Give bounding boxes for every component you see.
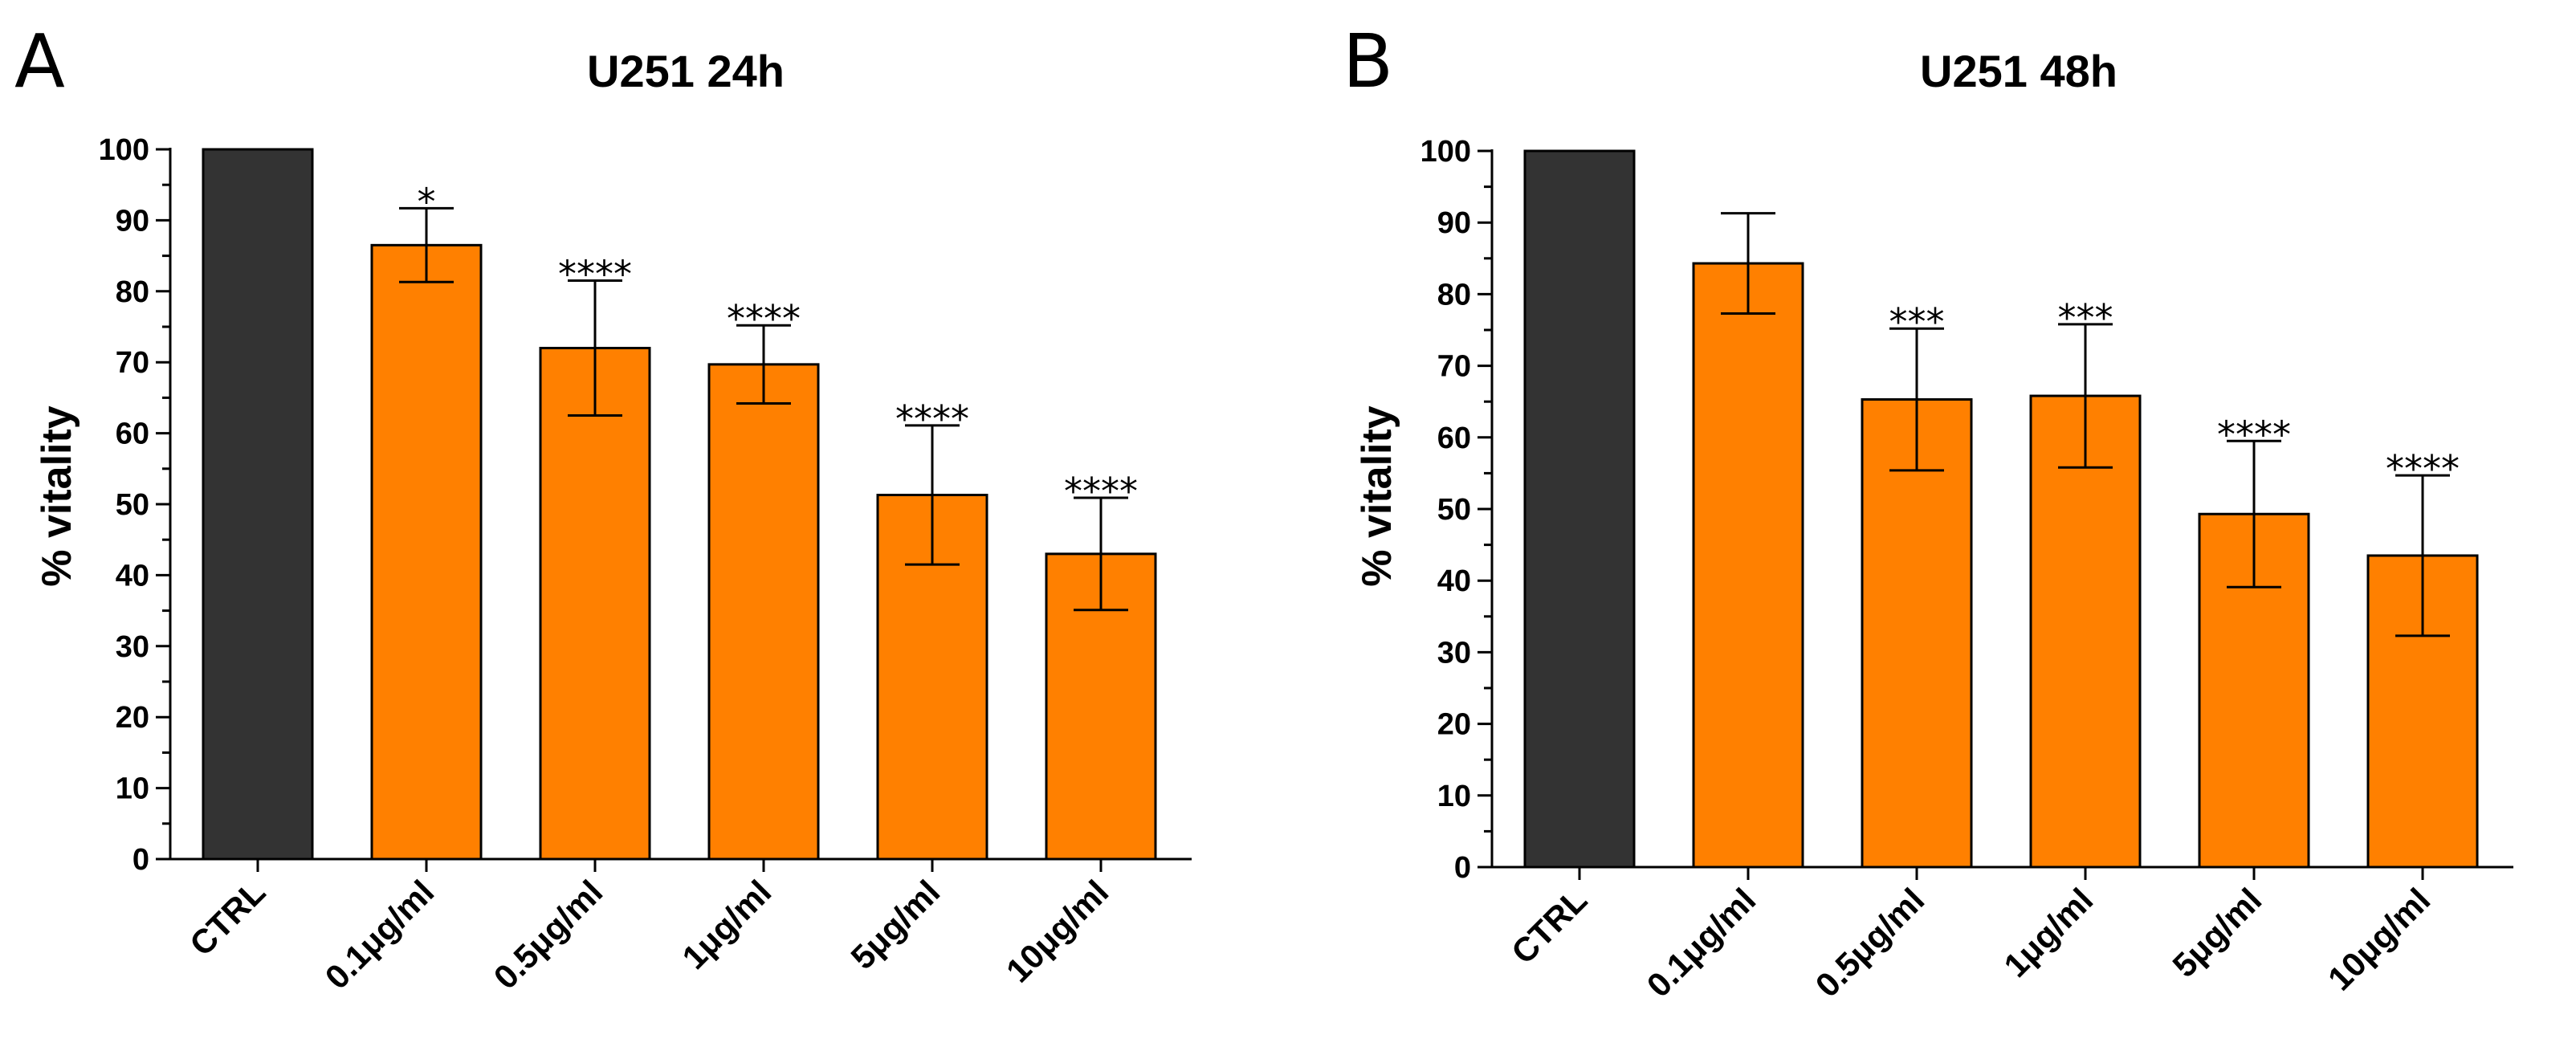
y-tick-label: 0 xyxy=(132,843,149,877)
y-tick-label: 90 xyxy=(1437,206,1471,240)
x-tick-label: 5μg/ml xyxy=(2165,881,2268,984)
y-tick-label: 50 xyxy=(1437,493,1471,527)
panel-a: A U251 24h % vitality 0 10 20 30 40 50 60 70 80 9… xyxy=(14,18,1192,996)
significance-mark-5: **** xyxy=(2386,447,2460,491)
y-tick-label: 0 xyxy=(1454,851,1471,885)
panel-letter-a: A xyxy=(14,18,65,104)
y-tick-label: 30 xyxy=(116,630,149,664)
y-tick-label: 30 xyxy=(1437,636,1471,670)
chart-title-b: U251 48h xyxy=(1920,46,2117,96)
y-tick-label: 20 xyxy=(116,701,149,735)
y-axis-label-a: % vitality xyxy=(34,405,80,586)
x-tick-label: CTRL xyxy=(1504,881,1594,971)
panel-letter-b: B xyxy=(1343,18,1393,104)
y-tick-label: 10 xyxy=(1437,780,1471,813)
y-tick-label: 80 xyxy=(1437,278,1471,312)
bar-0 xyxy=(202,148,314,861)
x-tick-label: 1μg/ml xyxy=(1996,881,2100,984)
panel-b: B U251 48h % vitality 0 10 20 30 40 50 60 70 80 9… xyxy=(1343,18,2513,1004)
bar-1 xyxy=(1692,262,1804,869)
y-tick-label: 50 xyxy=(116,488,149,522)
bar-3 xyxy=(707,363,820,861)
significance-mark-1: * xyxy=(418,180,436,223)
x-tick-label: 10μg/ml xyxy=(2321,881,2437,997)
y-tick-label: 40 xyxy=(116,559,149,593)
x-tick-label: 0.5μg/ml xyxy=(1808,881,1932,1004)
x-tick-label: 0.1μg/ml xyxy=(318,873,442,996)
significance-mark-4: **** xyxy=(2217,413,2291,456)
bar-2 xyxy=(539,347,651,861)
y-tick-label: 90 xyxy=(116,204,149,238)
y-tick-label: 80 xyxy=(116,275,149,309)
y-axis-label-b: % vitality xyxy=(1354,405,1400,586)
y-tick-label: 60 xyxy=(1437,422,1471,455)
bar-2 xyxy=(1861,398,1973,869)
x-tick-label: CTRL xyxy=(182,873,272,963)
y-tick-label: 40 xyxy=(1437,564,1471,598)
significance-mark-2: *** xyxy=(1889,300,1945,344)
significance-mark-2: **** xyxy=(558,253,632,296)
bar-0 xyxy=(1523,149,1636,869)
significance-mark-5: **** xyxy=(1064,470,1138,513)
significance-mark-4: **** xyxy=(895,397,969,441)
bar-3 xyxy=(2029,394,2142,869)
x-tick-label: 0.5μg/ml xyxy=(487,873,610,996)
bar-1 xyxy=(370,243,483,861)
y-tick-label: 100 xyxy=(1420,135,1471,169)
y-tick-label: 70 xyxy=(116,346,149,380)
y-tick-label: 10 xyxy=(116,772,149,806)
x-tick-label: 10μg/ml xyxy=(999,873,1115,989)
significance-mark-3: *** xyxy=(2058,296,2113,340)
y-tick-label: 20 xyxy=(1437,708,1471,742)
significance-mark-3: **** xyxy=(727,297,801,340)
x-tick-label: 5μg/ml xyxy=(843,873,947,976)
y-tick-label: 60 xyxy=(116,417,149,451)
y-tick-label: 70 xyxy=(1437,350,1471,384)
x-tick-label: 1μg/ml xyxy=(675,873,778,976)
chart-title-a: U251 24h xyxy=(587,46,785,96)
y-tick-label: 100 xyxy=(99,133,149,167)
x-tick-label: 0.1μg/ml xyxy=(1640,881,1763,1004)
